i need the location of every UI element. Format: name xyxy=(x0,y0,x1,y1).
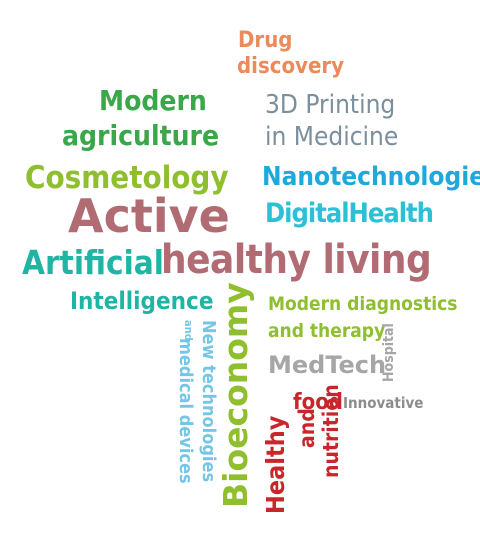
word-cosmetology: Cosmetology xyxy=(25,160,229,196)
word-active: Active xyxy=(68,189,230,243)
word-modern-diagnostics: Modern diagnostics xyxy=(268,293,458,315)
word-and-red: and xyxy=(295,408,319,448)
word-3d-printing: 3D Printing xyxy=(265,90,396,120)
word-modern: Modern xyxy=(99,84,207,117)
word-innovative: Innovative xyxy=(343,394,424,412)
word-agriculture: agriculture xyxy=(62,119,220,152)
word-food: food xyxy=(293,390,343,415)
word-digital-health: DigitalHealth xyxy=(265,198,434,229)
word-new-technologies: New technologies xyxy=(198,320,219,483)
word-intelligence: Intelligence xyxy=(70,287,214,315)
word-artificial: Artificial xyxy=(22,243,164,282)
word-nanotechnologies: Nanotechnologies xyxy=(262,162,480,192)
word-nutrition: nutrition xyxy=(319,384,343,478)
word-healthy: Healthy xyxy=(261,415,290,514)
word-and-therapy: and therapy xyxy=(268,320,386,342)
word-healthy-living: healthy living xyxy=(161,237,432,283)
word-drug: Drug xyxy=(238,28,293,53)
word-bioeconomy: Bioeconomy xyxy=(216,282,255,508)
word-medtech: MedTech xyxy=(268,351,387,379)
word-in-medicine: in Medicine xyxy=(265,122,399,152)
word-hospital: Hospital xyxy=(381,323,397,382)
word-discovery: discovery xyxy=(237,54,345,79)
word-medical-devices: medical devices xyxy=(175,338,196,484)
